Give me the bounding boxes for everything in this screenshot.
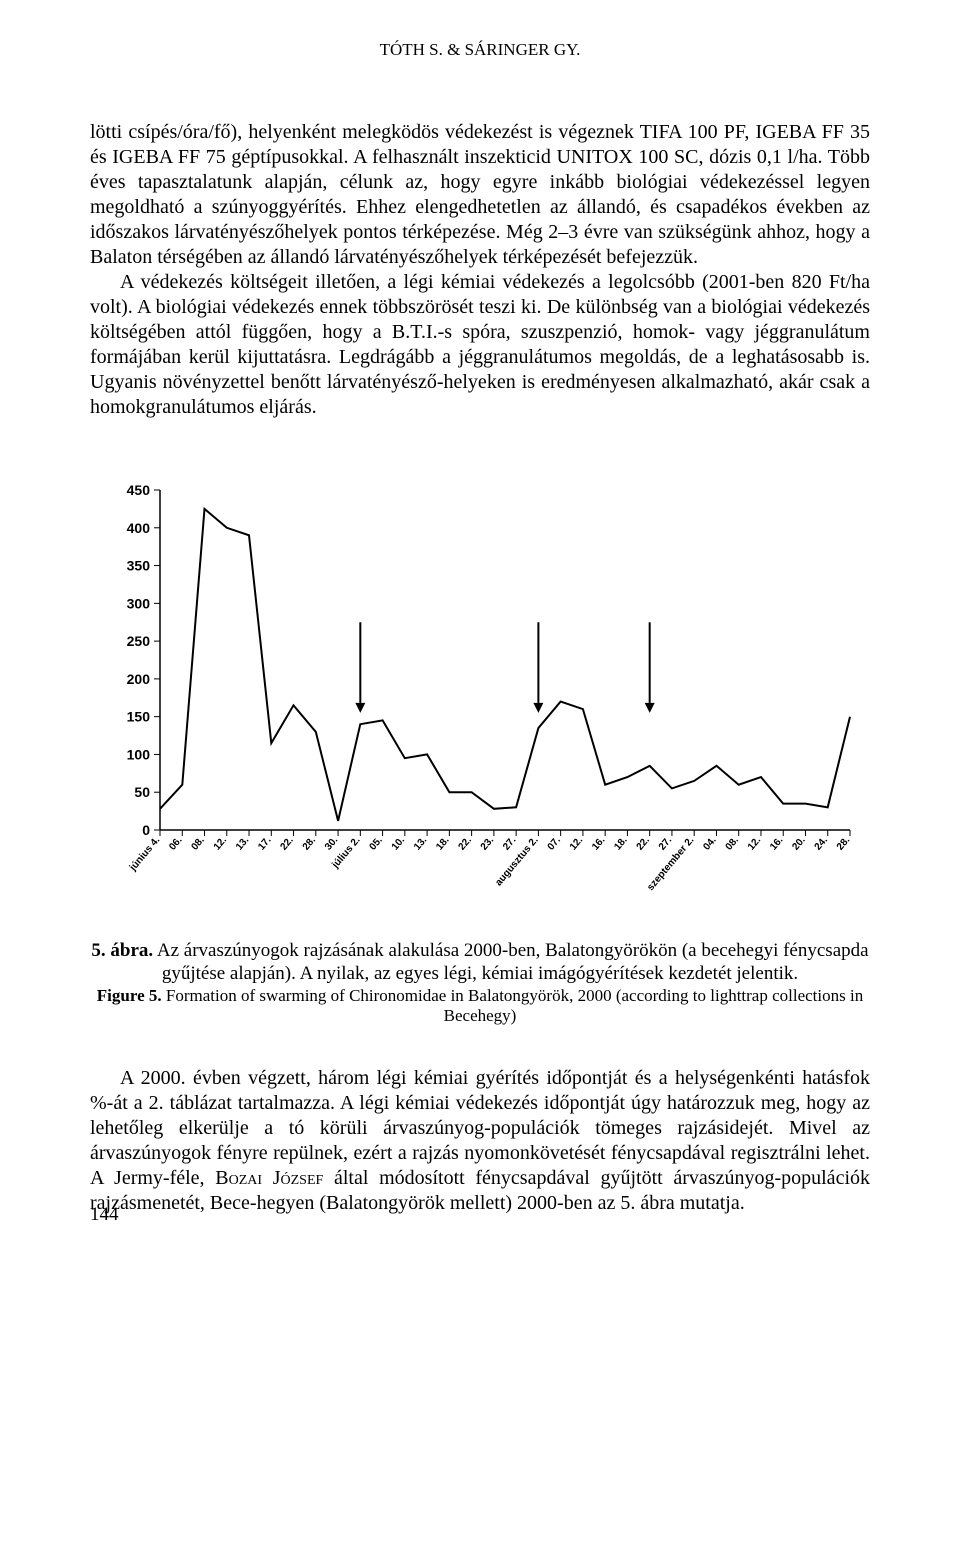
svg-text:300: 300 <box>127 595 151 611</box>
svg-text:24.: 24. <box>813 835 831 853</box>
svg-text:18.: 18. <box>612 835 630 853</box>
paragraph-1: lötti csípés/óra/fő), helyenként melegkö… <box>90 120 870 270</box>
svg-text:22.: 22. <box>278 835 296 853</box>
svg-text:28.: 28. <box>301 835 319 853</box>
svg-text:200: 200 <box>127 671 151 687</box>
svg-text:150: 150 <box>127 709 151 725</box>
svg-text:350: 350 <box>127 558 151 574</box>
figure-5-caption-en: Figure 5. Formation of swarming of Chiro… <box>90 986 870 1027</box>
page-number: 144 <box>90 1204 119 1226</box>
paragraph-3-text: A 2000. évben végzett, három légi kémiai… <box>90 1067 870 1214</box>
svg-text:400: 400 <box>127 520 151 536</box>
figure-5-caption-hu: 5. ábra. Az árvaszúnyogok rajzásának ala… <box>90 940 870 986</box>
svg-text:06.: 06. <box>167 835 185 853</box>
svg-text:30.: 30. <box>323 835 341 853</box>
svg-text:08.: 08. <box>724 835 742 853</box>
running-head-authors: TÓTH S. & SÁRINGER GY. <box>90 40 870 60</box>
svg-text:04.: 04. <box>701 835 719 853</box>
svg-text:17.: 17. <box>256 835 274 853</box>
svg-text:07.: 07. <box>546 835 564 853</box>
svg-text:0: 0 <box>142 822 150 838</box>
svg-text:450: 450 <box>127 482 151 498</box>
svg-text:13.: 13. <box>234 835 252 853</box>
svg-text:12.: 12. <box>212 835 230 853</box>
paragraph-2-text: A védekezés költségeit illetően, a légi … <box>90 271 870 418</box>
figure-5-caption-hu-text: Az árvaszúnyogok rajzásának alakulása 20… <box>153 940 868 984</box>
svg-text:08.: 08. <box>189 835 207 853</box>
figure-5-caption-hu-lead: 5. ábra. <box>91 940 153 961</box>
svg-text:16.: 16. <box>768 835 786 853</box>
svg-text:16.: 16. <box>590 835 608 853</box>
svg-text:22.: 22. <box>635 835 653 853</box>
figure-5-caption-en-lead: Figure 5. <box>97 986 162 1005</box>
svg-text:június 4.: június 4. <box>127 835 162 874</box>
paragraph-3: A 2000. évben végzett, három légi kémiai… <box>90 1066 870 1216</box>
authors-text: TÓTH S. & SÁRINGER GY. <box>380 40 581 59</box>
figure-5-chart: 050100150200250300350400450június 4.06.0… <box>90 480 870 925</box>
figure-5-caption-en-text: Formation of swarming of Chironomidae in… <box>162 986 864 1025</box>
svg-text:250: 250 <box>127 633 151 649</box>
svg-text:10.: 10. <box>390 835 408 853</box>
svg-text:22.: 22. <box>457 835 475 853</box>
svg-text:20.: 20. <box>790 835 808 853</box>
svg-text:50: 50 <box>134 784 150 800</box>
svg-text:28.: 28. <box>835 835 853 853</box>
svg-text:05.: 05. <box>368 835 386 853</box>
svg-text:27.: 27. <box>657 835 675 853</box>
svg-text:23.: 23. <box>479 835 497 853</box>
svg-text:13.: 13. <box>412 835 430 853</box>
page-number-text: 144 <box>90 1204 119 1225</box>
svg-text:12.: 12. <box>568 835 586 853</box>
figure-5-svg: 050100150200250300350400450június 4.06.0… <box>90 480 870 920</box>
svg-text:27.: 27. <box>501 835 519 853</box>
svg-text:18.: 18. <box>434 835 452 853</box>
paragraph-1-text: lötti csípés/óra/fő), helyenként melegkö… <box>90 121 870 268</box>
paragraph-2: A védekezés költségeit illetően, a légi … <box>90 270 870 420</box>
svg-text:12.: 12. <box>746 835 764 853</box>
svg-text:100: 100 <box>127 746 151 762</box>
